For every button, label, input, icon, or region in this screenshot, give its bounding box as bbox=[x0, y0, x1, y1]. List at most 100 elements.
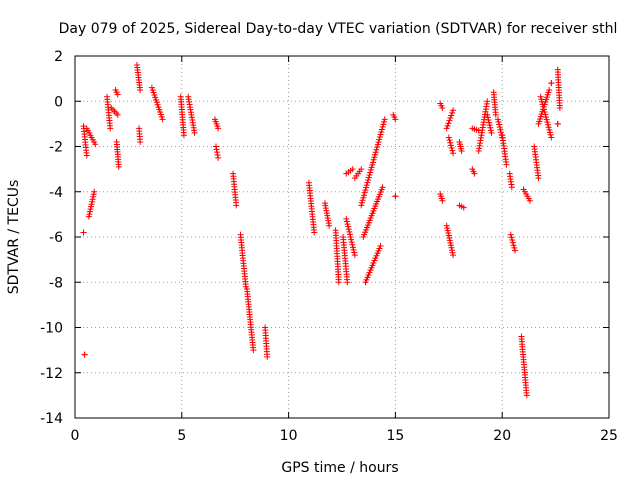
data-point bbox=[446, 117, 453, 124]
data-point bbox=[507, 231, 514, 238]
axis-ticks: 0 5 10 15 20 25 -14 -12 -10 -8 -6 -4 -2 0 2 bbox=[40, 49, 618, 444]
data-point bbox=[554, 120, 561, 127]
data-point bbox=[378, 126, 385, 133]
data-point bbox=[486, 119, 493, 126]
data-point bbox=[363, 184, 370, 191]
data-point bbox=[381, 118, 388, 125]
data-point bbox=[363, 182, 370, 189]
y-tick-label: 2 bbox=[54, 49, 63, 65]
data-point bbox=[537, 93, 544, 100]
data-point bbox=[364, 179, 371, 186]
data-point bbox=[439, 105, 446, 112]
data-point bbox=[349, 166, 356, 173]
data-point bbox=[484, 98, 491, 105]
data-point bbox=[115, 163, 122, 170]
x-tick-label: 15 bbox=[386, 428, 404, 444]
data-point bbox=[447, 115, 454, 122]
data-point bbox=[508, 184, 515, 191]
data-point bbox=[361, 189, 368, 196]
data-point bbox=[180, 132, 187, 139]
data-point bbox=[368, 164, 375, 171]
data-point bbox=[215, 125, 222, 132]
data-point bbox=[542, 111, 549, 118]
data-point bbox=[335, 279, 342, 286]
data-point bbox=[372, 149, 379, 156]
data-point bbox=[213, 146, 220, 153]
data-point bbox=[376, 134, 383, 141]
data-point bbox=[365, 177, 372, 184]
data-point bbox=[487, 127, 494, 134]
data-point bbox=[546, 129, 553, 136]
data-point bbox=[345, 226, 352, 233]
data-point bbox=[509, 237, 516, 244]
data-point bbox=[359, 197, 366, 204]
data-point bbox=[496, 121, 503, 128]
data-point bbox=[351, 252, 358, 259]
data-point bbox=[214, 149, 221, 156]
data-point bbox=[343, 218, 350, 225]
data-point bbox=[344, 221, 351, 228]
data-point bbox=[80, 229, 87, 236]
data-point bbox=[373, 146, 380, 153]
y-tick-label: -6 bbox=[49, 230, 63, 246]
data-point bbox=[379, 184, 386, 191]
data-point bbox=[107, 125, 114, 132]
data-point bbox=[250, 347, 257, 354]
data-point bbox=[556, 105, 563, 112]
data-point bbox=[503, 161, 510, 168]
data-point bbox=[343, 215, 350, 222]
data-point bbox=[548, 80, 555, 87]
data-point bbox=[546, 86, 553, 93]
data-point bbox=[367, 166, 374, 173]
data-point bbox=[346, 228, 353, 235]
data-point bbox=[460, 204, 467, 211]
data-point bbox=[508, 234, 515, 241]
data-point bbox=[351, 249, 358, 256]
data-point bbox=[538, 96, 545, 103]
data-point bbox=[81, 351, 88, 358]
data-point bbox=[447, 142, 454, 149]
data-points bbox=[80, 62, 563, 399]
data-point bbox=[114, 91, 121, 98]
data-point bbox=[348, 239, 355, 246]
data-point bbox=[191, 129, 198, 136]
data-point bbox=[358, 166, 365, 173]
data-point bbox=[487, 124, 494, 131]
data-point bbox=[374, 144, 381, 151]
data-point bbox=[523, 392, 530, 399]
data-point bbox=[458, 148, 465, 155]
data-point bbox=[372, 151, 379, 158]
data-point bbox=[377, 131, 384, 138]
data-point bbox=[509, 239, 516, 246]
data-point bbox=[374, 141, 381, 148]
data-point bbox=[484, 114, 491, 121]
data-point bbox=[378, 128, 385, 135]
x-tick-label: 0 bbox=[71, 428, 80, 444]
data-point bbox=[212, 143, 219, 150]
chart-title: Day 079 of 2025, Sidereal Day-to-day VTE… bbox=[59, 21, 618, 37]
data-point bbox=[360, 194, 367, 201]
data-point bbox=[114, 111, 121, 118]
data-point bbox=[358, 199, 365, 206]
data-point bbox=[497, 126, 504, 133]
grid-lines bbox=[75, 56, 609, 418]
data-point bbox=[362, 187, 369, 194]
data-point bbox=[379, 123, 386, 130]
x-tick-label: 5 bbox=[177, 428, 186, 444]
data-point bbox=[449, 147, 456, 154]
data-point bbox=[444, 122, 451, 129]
data-point bbox=[492, 111, 499, 118]
data-point bbox=[214, 151, 221, 158]
data-point bbox=[380, 121, 387, 128]
data-point bbox=[542, 114, 549, 121]
data-point bbox=[540, 103, 547, 110]
data-point bbox=[547, 131, 554, 138]
data-point bbox=[91, 188, 98, 195]
data-point bbox=[350, 246, 357, 253]
y-axis-label: SDTVAR / TECUs bbox=[6, 180, 22, 295]
data-point bbox=[494, 116, 501, 123]
data-point bbox=[92, 141, 99, 148]
x-tick-label: 10 bbox=[280, 428, 298, 444]
data-point bbox=[159, 116, 166, 123]
y-tick-label: -8 bbox=[49, 275, 63, 291]
